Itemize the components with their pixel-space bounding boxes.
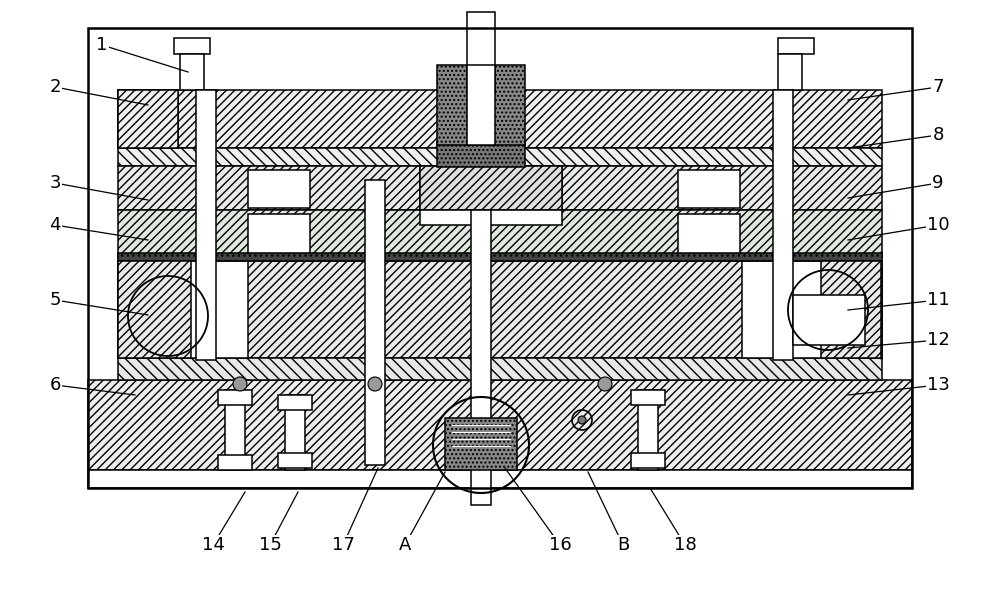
Bar xyxy=(118,90,178,148)
Bar xyxy=(248,214,310,256)
Bar xyxy=(218,390,252,405)
Bar xyxy=(631,390,665,405)
Bar xyxy=(88,28,912,488)
Bar xyxy=(742,261,882,358)
Bar xyxy=(118,210,882,258)
Text: 18: 18 xyxy=(674,536,696,554)
Bar xyxy=(118,90,882,148)
Bar xyxy=(821,261,881,358)
Text: 15: 15 xyxy=(259,536,281,554)
Bar xyxy=(420,166,562,210)
Text: 9: 9 xyxy=(932,174,944,192)
Text: 8: 8 xyxy=(932,126,944,144)
Bar xyxy=(88,470,912,488)
Text: 1: 1 xyxy=(96,36,108,54)
Bar xyxy=(225,390,245,470)
Text: 14: 14 xyxy=(202,536,224,554)
Circle shape xyxy=(598,377,612,391)
Bar xyxy=(778,54,802,90)
Circle shape xyxy=(578,416,586,424)
Bar xyxy=(773,90,793,360)
Text: 16: 16 xyxy=(549,536,571,554)
Bar xyxy=(118,90,178,148)
Bar xyxy=(793,295,865,345)
Bar xyxy=(118,261,191,358)
Circle shape xyxy=(233,377,247,391)
Bar xyxy=(278,395,312,410)
Text: B: B xyxy=(617,536,629,554)
Bar xyxy=(218,455,252,470)
Bar xyxy=(88,380,912,470)
Bar xyxy=(445,418,517,470)
Bar xyxy=(471,210,491,505)
Bar xyxy=(467,65,495,145)
Bar xyxy=(631,453,665,468)
Bar xyxy=(118,261,882,358)
Bar xyxy=(118,261,248,358)
Bar xyxy=(118,148,882,166)
Bar xyxy=(118,166,882,210)
Text: 5: 5 xyxy=(49,291,61,309)
Bar xyxy=(678,170,740,208)
Text: 10: 10 xyxy=(927,216,949,234)
Text: 7: 7 xyxy=(932,78,944,96)
Bar xyxy=(278,453,312,468)
Text: 17: 17 xyxy=(332,536,354,554)
Text: 13: 13 xyxy=(927,376,949,394)
Bar xyxy=(437,142,525,167)
Circle shape xyxy=(368,377,382,391)
Bar xyxy=(196,90,216,360)
Bar xyxy=(785,265,882,330)
Bar xyxy=(365,180,385,465)
Text: 3: 3 xyxy=(49,174,61,192)
Bar xyxy=(678,214,740,256)
Bar xyxy=(180,54,204,90)
Bar xyxy=(638,390,658,470)
Text: 2: 2 xyxy=(49,78,61,96)
Text: 6: 6 xyxy=(49,376,61,394)
Bar xyxy=(285,395,305,470)
Bar xyxy=(248,170,310,208)
Text: 12: 12 xyxy=(927,331,949,349)
Bar xyxy=(778,38,814,54)
Bar xyxy=(174,38,210,54)
Bar xyxy=(437,65,525,145)
Text: A: A xyxy=(399,536,411,554)
Bar xyxy=(118,265,203,330)
Bar xyxy=(420,210,562,225)
Bar xyxy=(785,265,882,330)
Bar xyxy=(118,358,882,380)
Bar xyxy=(420,166,562,210)
Text: 11: 11 xyxy=(927,291,949,309)
Bar xyxy=(118,265,203,330)
Bar xyxy=(118,253,882,261)
Text: 4: 4 xyxy=(49,216,61,234)
Bar xyxy=(467,12,495,94)
